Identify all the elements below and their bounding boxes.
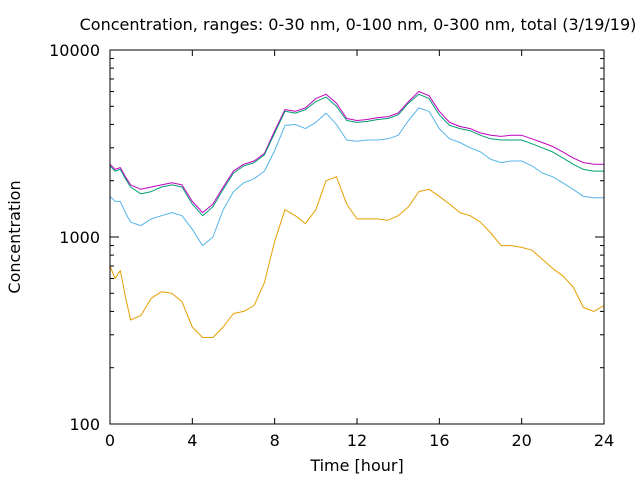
x-tick-label: 12: [347, 431, 367, 450]
series-0-300nm-line: [109, 93, 604, 217]
chart-title: Concentration, ranges: 0-30 nm, 0-100 nm…: [80, 15, 637, 34]
series-0-100nm-line: [109, 107, 604, 247]
x-tick-label: 0: [105, 431, 115, 450]
series-total-line: [109, 91, 604, 214]
plot-area: [109, 91, 605, 338]
y-tick-label: 1000: [59, 228, 100, 247]
x-axis-label: Time [hour]: [309, 456, 403, 475]
x-tick-label: 8: [270, 431, 280, 450]
axis-ticks: 0 4 8 12 16 20 24 100 1000 10000: [49, 41, 614, 450]
y-tick-label: 100: [69, 415, 100, 434]
x-tick-label: 20: [511, 431, 531, 450]
y-tick-label: 10000: [49, 41, 100, 60]
series-0-30nm-line: [109, 176, 605, 338]
x-tick-label: 4: [187, 431, 197, 450]
x-tick-label: 16: [429, 431, 449, 450]
x-tick-label: 24: [594, 431, 614, 450]
y-axis-label: Concentration: [5, 180, 24, 293]
